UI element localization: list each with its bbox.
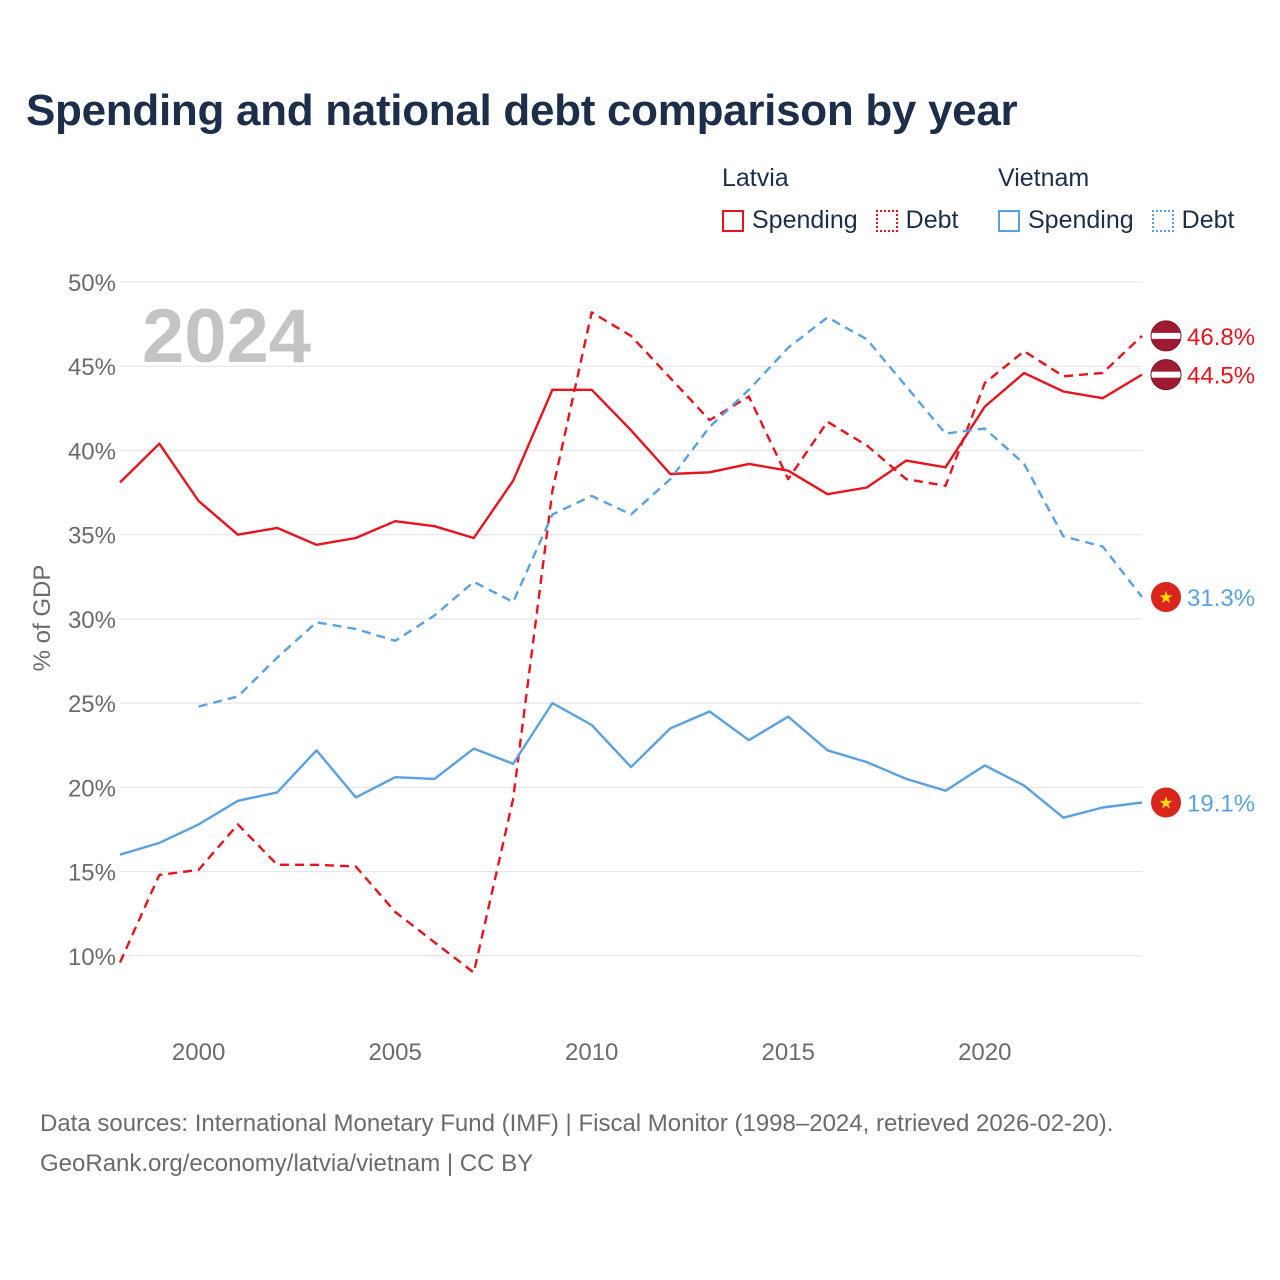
end-value-label: 31.3% xyxy=(1187,585,1255,612)
series-line-latvia-debt xyxy=(118,311,1143,974)
footer-sources: Data sources: International Monetary Fun… xyxy=(40,1110,1114,1137)
flag-disc xyxy=(1151,787,1181,818)
legend-label: Spending xyxy=(1028,206,1134,234)
end-value-label: 19.1% xyxy=(1187,790,1255,817)
legend-label: Spending xyxy=(752,206,858,234)
legend-swatch-solid xyxy=(722,209,744,232)
end-value-label: 44.5% xyxy=(1187,363,1255,390)
legend-group-name: Latvia xyxy=(722,164,789,192)
end-value-label: 46.8% xyxy=(1187,324,1255,351)
legend-label: Debt xyxy=(1181,206,1235,234)
series-line-latvia-spending xyxy=(119,371,1143,546)
legend-item-latvia-debt[interactable]: Debt xyxy=(875,206,959,235)
vietnam-flag-icon: ★ xyxy=(1151,581,1181,612)
legend-item-latvia-spending[interactable]: Spending xyxy=(722,206,858,235)
legend-swatch-dotted xyxy=(875,209,898,232)
flag-stripe xyxy=(1151,371,1181,378)
x-tick-label: 2020 xyxy=(958,1039,1011,1066)
legend-swatch-dotted xyxy=(1151,209,1174,232)
x-tick-label: 2010 xyxy=(565,1039,618,1066)
flag-disc xyxy=(1151,581,1181,612)
series-line-vietnam-debt xyxy=(198,316,1143,708)
year-watermark: 2024 xyxy=(142,294,311,379)
legend-label: Debt xyxy=(905,206,959,234)
legend-item-vietnam-debt[interactable]: Debt xyxy=(1151,206,1235,235)
x-tick-label: 2005 xyxy=(368,1039,421,1066)
latvia-flag-icon xyxy=(1150,320,1182,352)
chart-title: Spending and national debt comparison by… xyxy=(26,86,1018,135)
legend-group-latvia: Latvia Spending Debt xyxy=(722,162,976,235)
y-tick-label: 40% xyxy=(68,438,116,465)
legend-group-vietnam: Vietnam Spending Debt xyxy=(998,162,1252,235)
legend-item-vietnam-spending[interactable]: Spending xyxy=(998,206,1134,235)
legend-swatch-solid xyxy=(998,209,1020,232)
footer: Data sources: International Monetary Fun… xyxy=(40,1104,1113,1184)
vietnam-flag-icon: ★ xyxy=(1151,787,1181,818)
x-tick-label: 2000 xyxy=(172,1039,225,1066)
flag-stripe xyxy=(1151,332,1181,339)
legend-group-name: Vietnam xyxy=(998,164,1090,192)
y-tick-label: 20% xyxy=(68,775,116,802)
y-tick-label: 35% xyxy=(68,523,116,550)
y-tick-label: 15% xyxy=(68,860,116,887)
y-tick-label: 45% xyxy=(68,354,116,381)
series-line-vietnam-spending xyxy=(119,701,1143,856)
y-tick-label: 10% xyxy=(68,944,116,971)
flag-outline xyxy=(1150,359,1182,391)
y-axis-label: % of GDP xyxy=(29,565,56,672)
flag-star: ★ xyxy=(1158,588,1173,608)
flag-outline xyxy=(1150,320,1182,352)
y-tick-label: 30% xyxy=(68,607,116,634)
x-tick-label: 2015 xyxy=(762,1039,815,1066)
y-tick-label: 25% xyxy=(68,691,116,718)
latvia-flag-icon xyxy=(1150,359,1182,391)
footer-credit: GeoRank.org/economy/latvia/vietnam | CC … xyxy=(40,1150,534,1177)
y-tick-label: 50% xyxy=(68,270,116,297)
flag-star: ★ xyxy=(1158,793,1173,813)
